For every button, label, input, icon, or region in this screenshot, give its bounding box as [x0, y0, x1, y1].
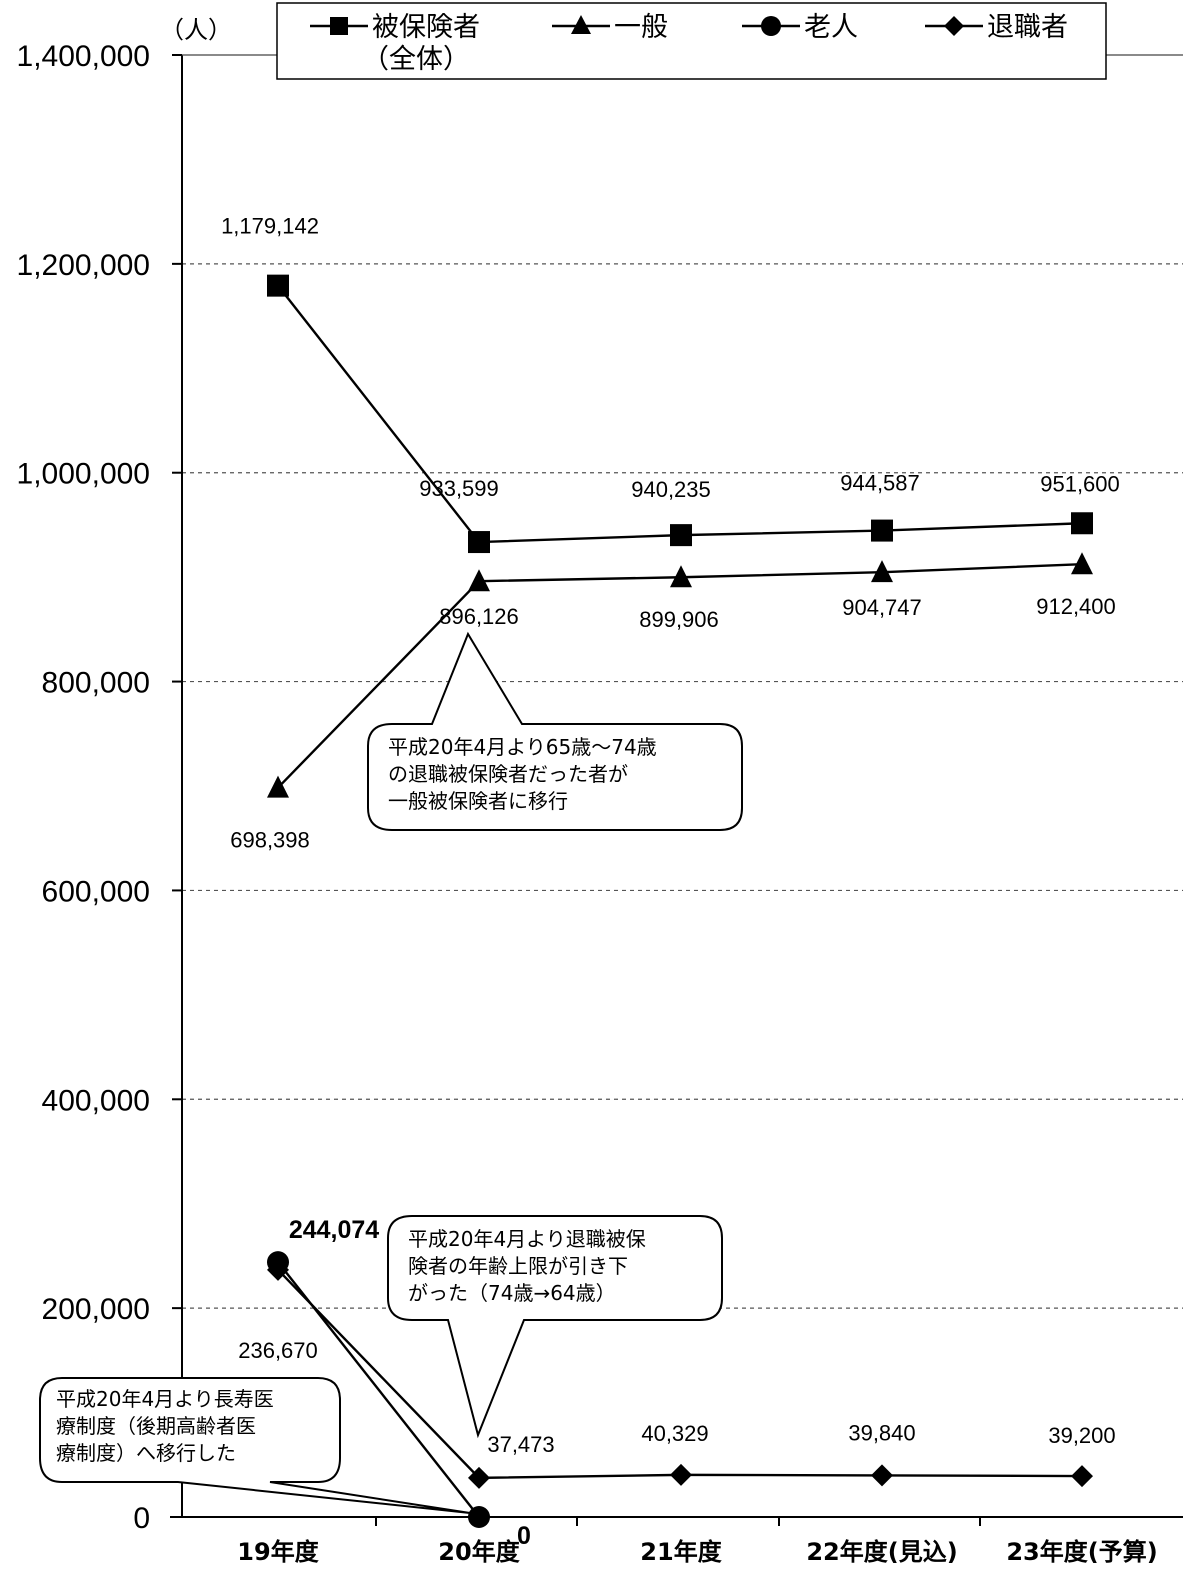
data-point-square [670, 524, 692, 547]
circle-marker-icon [761, 16, 781, 36]
data-point-square [267, 274, 289, 297]
data-point-circle [468, 1506, 490, 1528]
x-tick-label: 20年度 [438, 1538, 520, 1566]
legend-label-retiree: 退職者 [987, 12, 1068, 43]
annotation-3-line-2: 療制度（後期高齢者医 [56, 1414, 256, 1438]
series-triangle: 698,398 896,126 899,906 904,747 912,400 [230, 552, 1116, 853]
legend-label-elderly: 老人 [804, 12, 858, 43]
data-point-square [1071, 512, 1093, 535]
callout-2-shape [387, 1215, 723, 1439]
annotation-1-line-1: 平成20年4月より65歳～74歳 [388, 735, 657, 759]
annotation-1-line-2: の退職被保険者だった者が [388, 762, 628, 786]
data-point-diamond [871, 1464, 893, 1487]
legend-label-insured-total-sub: （全体） [362, 44, 470, 75]
annotation-1-line-3: 一般被保険者に移行 [388, 789, 568, 813]
legend: 被保険者 （全体） 一般 老人 退職者 [276, 2, 1107, 80]
data-label: 951,600 [1040, 471, 1120, 496]
data-label: 40,329 [641, 1421, 708, 1446]
y-tick-label: 0 [133, 1502, 150, 1535]
y-tick-label: 1,400,000 [17, 40, 150, 73]
triangle-marker-icon [571, 15, 591, 34]
data-label: 37,473 [487, 1432, 554, 1457]
data-label: 236,670 [238, 1338, 318, 1363]
data-point-square [871, 519, 893, 542]
data-point-triangle [871, 560, 893, 583]
data-point-triangle [670, 565, 692, 588]
legend-label-general: 一般 [614, 12, 668, 43]
y-axis-ticks: 0 200,000 400,000 600,000 800,000 1,000,000 1,… [17, 40, 182, 1535]
x-tick-label: 22年度(見込) [806, 1538, 957, 1566]
series-line [277, 284, 1083, 544]
series-layer: 1,179,142 933,599 940,235 944,587 951,600 698… [221, 214, 1120, 1550]
x-axis-ticks: 19年度 20年度 21年度 22年度(見込) 23年度(予算) [237, 1517, 1158, 1566]
data-label: 904,747 [842, 595, 922, 620]
data-point-triangle [468, 569, 490, 592]
data-label: 912,400 [1036, 594, 1116, 619]
data-label: 39,840 [848, 1420, 915, 1445]
annotation-2-line-3: がった（74歳→64歳） [408, 1281, 616, 1305]
data-label: 944,587 [840, 471, 920, 496]
annotation-retiree-to-general: 平成20年4月より65歳～74歳 の退職被保険者だった者が 一般被保険者に移行 [367, 631, 743, 831]
data-point-diamond [670, 1463, 692, 1486]
y-tick-label: 1,000,000 [17, 458, 150, 491]
annotation-3-line-1: 平成20年4月より長寿医 [56, 1387, 274, 1411]
callout-3-shape [39, 1377, 471, 1514]
data-label: 698,398 [230, 828, 310, 853]
data-label: 896,126 [439, 604, 519, 629]
legend-item-elderly: 老人 [742, 12, 858, 43]
y-tick-label: 400,000 [42, 1084, 150, 1117]
legend-item-retiree: 退職者 [925, 12, 1068, 43]
annotation-retiree-age-limit: 平成20年4月より退職被保 険者の年齢上限が引き下 がった（74歳→64歳） [387, 1215, 723, 1439]
y-tick-label: 1,200,000 [17, 249, 150, 282]
annotation-elderly-to-late-stage: 平成20年4月より長寿医 療制度（後期高齢者医 療制度）へ移行した [39, 1377, 471, 1514]
data-point-triangle [267, 775, 289, 798]
y-tick-label: 800,000 [42, 667, 150, 700]
callout-1-shape [367, 631, 743, 831]
data-point-triangle [1071, 552, 1093, 575]
legend-item-general: 一般 [552, 12, 668, 43]
legend-box [276, 2, 1107, 80]
data-point-diamond [267, 1258, 289, 1281]
square-marker-icon [330, 17, 348, 35]
data-label: 940,235 [631, 477, 711, 502]
series-diamond: 236,670 37,473 40,329 39,840 39,200 [238, 1258, 1116, 1489]
annotation-2-line-2: 険者の年齢上限が引き下 [408, 1254, 628, 1278]
data-point-square [468, 531, 490, 554]
data-label: 899,906 [639, 607, 719, 632]
data-point-diamond [1071, 1465, 1093, 1488]
x-tick-label: 19年度 [237, 1538, 319, 1566]
y-tick-label: 200,000 [42, 1293, 150, 1326]
annotation-2-line-1: 平成20年4月より退職被保 [408, 1227, 646, 1251]
data-label: 0 [517, 1522, 531, 1550]
data-label: 1,179,142 [221, 214, 319, 239]
x-tick-label: 23年度(予算) [1006, 1538, 1157, 1566]
annotation-3-line-3: 療制度）へ移行した [56, 1441, 236, 1465]
y-unit-label: （人） [160, 16, 232, 44]
legend-item-insured-total: 被保険者 （全体） [310, 12, 480, 75]
gridlines [182, 263, 1183, 1309]
data-label: 244,074 [289, 1216, 379, 1244]
y-tick-label: 600,000 [42, 875, 150, 908]
x-tick-label: 21年度 [640, 1538, 722, 1566]
data-label: 39,200 [1048, 1423, 1115, 1448]
series-square: 1,179,142 933,599 940,235 944,587 951,600 [221, 214, 1120, 554]
diamond-marker-icon [944, 16, 964, 36]
data-point-diamond [468, 1466, 490, 1489]
legend-label-insured-total: 被保険者 [372, 12, 480, 43]
data-label: 933,599 [419, 476, 499, 501]
